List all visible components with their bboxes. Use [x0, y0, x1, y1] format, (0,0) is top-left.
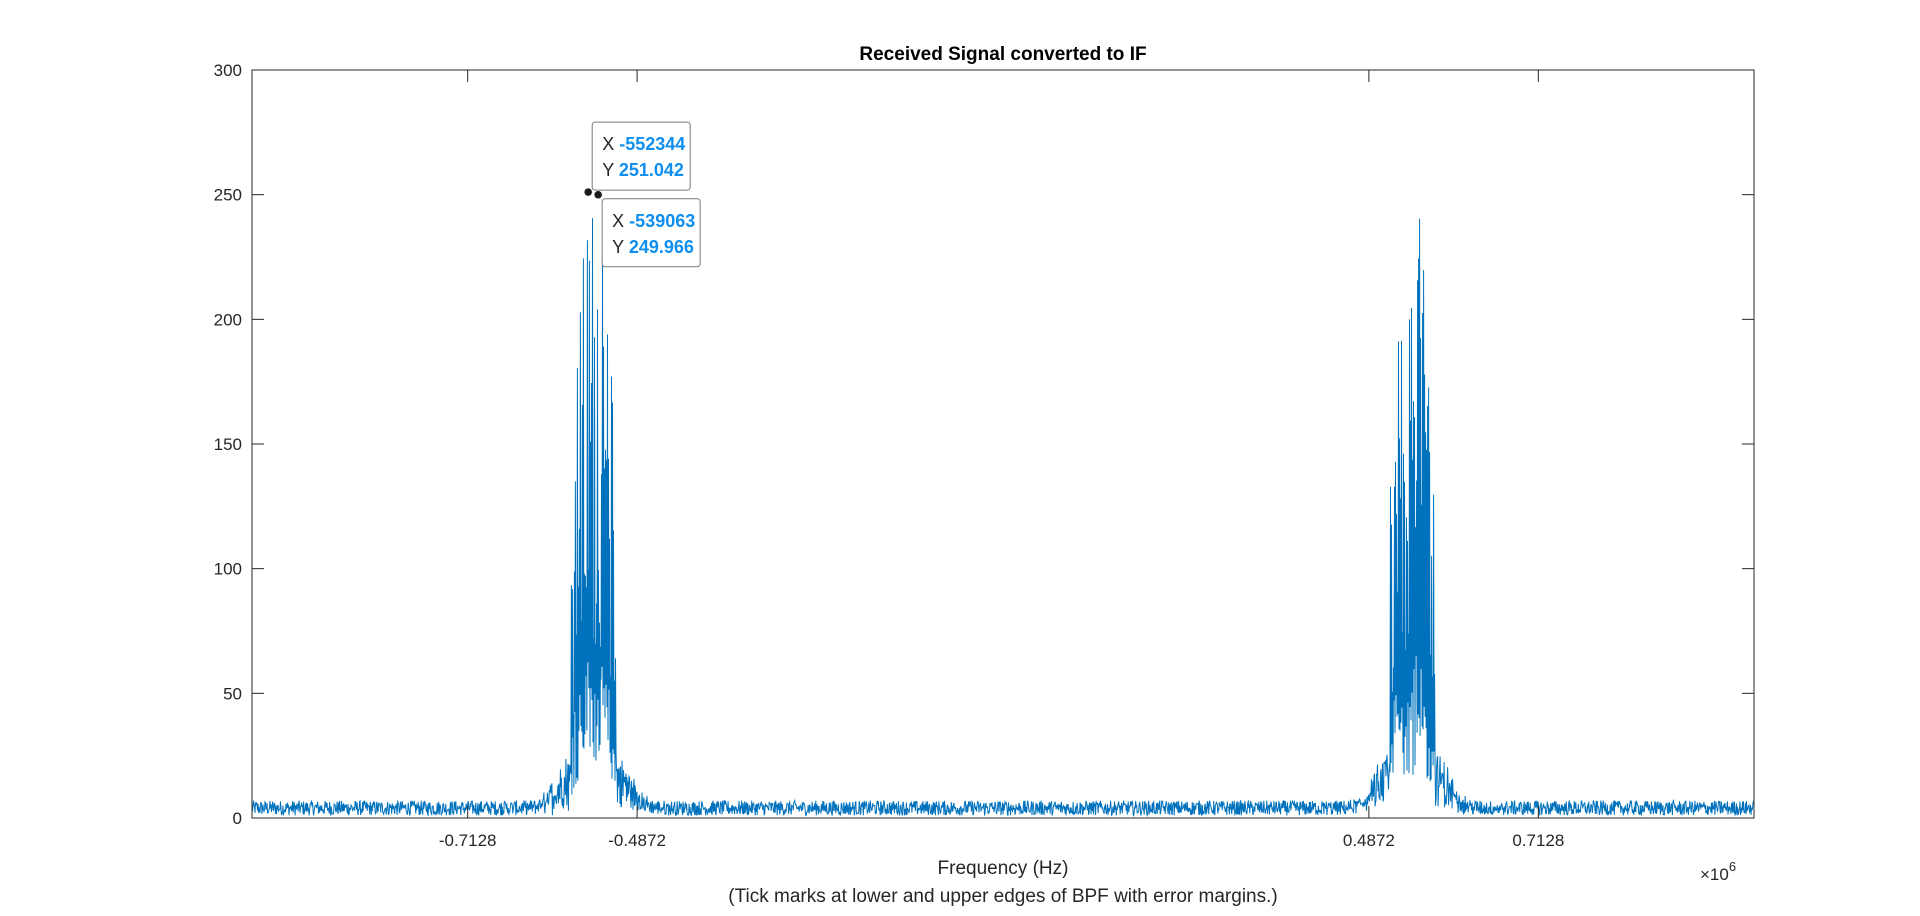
- plot-area-border: [251, 69, 1755, 819]
- datatip-x-value: -539063: [629, 211, 695, 231]
- x-axis-note: (Tick marks at lower and upper edges of …: [728, 886, 1277, 907]
- x-tick-label: 0.4872: [1343, 831, 1395, 850]
- datatip-y-row: Y 249.966: [612, 237, 694, 257]
- x-tick-label: -0.4872: [608, 831, 666, 850]
- datatip-x-value: -552344: [619, 134, 685, 154]
- x-tick-label: 0.7128: [1512, 831, 1564, 850]
- x-exponent-power: 6: [1729, 859, 1736, 874]
- x-exponent-base: ×10: [1700, 865, 1729, 884]
- y-tick-label: 100: [214, 560, 242, 579]
- datatip-box: [601, 198, 701, 268]
- datatip-x-row: X -539063: [612, 211, 695, 231]
- y-tick-label: 50: [223, 684, 242, 703]
- datatip-box: [591, 121, 691, 191]
- x-tick-label: -0.7128: [439, 831, 497, 850]
- datatip-y-key: Y: [612, 237, 629, 257]
- datatip-marker[interactable]: [583, 187, 593, 197]
- signal-trace: [251, 218, 1755, 818]
- x-axis-label: Frequency (Hz): [938, 858, 1069, 879]
- y-tick-label: 200: [214, 310, 242, 329]
- datatip-y-row: Y 251.042: [602, 160, 684, 180]
- axes-layer: 0 50 100 150 200 250 300 -0.7128 -0.4872 0.4872 0.…: [214, 61, 1755, 850]
- datatip-y-value: 251.042: [619, 160, 684, 180]
- datatip-x-key: X: [602, 134, 619, 154]
- y-tick-label: 0: [233, 809, 242, 828]
- signal-trace-layer: [251, 218, 1755, 818]
- y-tick-label: 250: [214, 186, 242, 205]
- x-exponent-label: ×106: [1700, 859, 1736, 884]
- datatip-x-key: X: [612, 211, 629, 231]
- chart-title: Received Signal converted to IF: [859, 44, 1146, 65]
- datatip-y-key: Y: [602, 160, 619, 180]
- datatip-y-value: 249.966: [629, 237, 694, 257]
- datatip-x-row: X -552344: [602, 134, 685, 154]
- y-tick-label: 150: [214, 435, 242, 454]
- y-tick-label: 300: [214, 61, 242, 80]
- datatip-marker[interactable]: [593, 190, 603, 200]
